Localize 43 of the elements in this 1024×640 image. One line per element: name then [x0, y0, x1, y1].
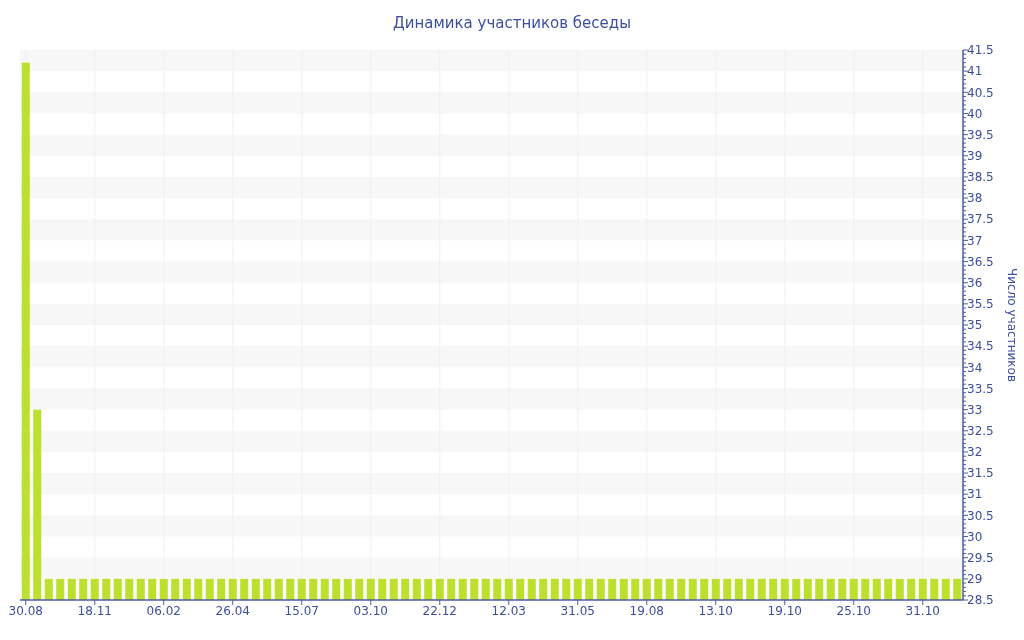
x-tick-label: 12.03	[491, 604, 526, 618]
y-tick-label: 29.5	[967, 550, 994, 565]
y-tick-label: 33.5	[967, 381, 994, 396]
y-tick-label: 37.5	[967, 212, 994, 227]
y-tick-label: 35	[967, 318, 983, 333]
y-tick-label: 36	[967, 275, 983, 290]
y-tick-label: 37	[967, 233, 983, 248]
y-tick-label: 31.5	[967, 466, 994, 481]
y-tick-label: 35.5	[967, 297, 994, 312]
x-tick-label: 22.12	[422, 604, 457, 618]
x-tick-label: 31.05	[560, 604, 595, 618]
y-tick-label: 36.5	[967, 254, 994, 269]
y-tick-label: 34.5	[967, 339, 994, 354]
y-tick-label: 32	[967, 445, 983, 460]
x-tick-label: 15.07	[284, 604, 319, 618]
x-tick-label: 06.02	[146, 604, 181, 618]
y-tick-label: 40.5	[967, 85, 994, 100]
x-tick-label: 03.10	[353, 604, 388, 618]
x-tick-label: 13.10	[698, 604, 733, 618]
y-tick-label: 38	[967, 191, 983, 206]
y-tick-label: 34	[967, 360, 983, 375]
y-tick-label: 39.5	[967, 127, 994, 142]
x-tick-label: 19.08	[629, 604, 664, 618]
y-tick-label: 30.5	[967, 508, 994, 523]
x-tick-label: 30.08	[8, 604, 43, 618]
y-tick-label: 29	[967, 572, 983, 587]
x-tick-label: 25.10	[836, 604, 871, 618]
y-tick-label: 40	[967, 106, 983, 121]
y-tick-label: 38.5	[967, 170, 994, 185]
y-tick-label: 30	[967, 529, 983, 544]
y-tick-label: 32.5	[967, 423, 994, 438]
y-axis-title: Число участников	[1005, 268, 1019, 382]
y-tick-label: 41.5	[967, 43, 994, 58]
y-tick-label: 39	[967, 148, 983, 163]
y-tick-label: 33	[967, 402, 983, 417]
x-tick-label: 18.11	[77, 604, 112, 618]
x-tick-label: 19.10	[767, 604, 802, 618]
x-tick-label: 31.10	[905, 604, 940, 618]
y-tick-label: 28.5	[967, 593, 994, 608]
x-tick-label: 26.04	[215, 604, 250, 618]
y-tick-label: 31	[967, 487, 983, 502]
chart-title: Динамика участников беседы	[392, 14, 632, 32]
y-tick-label: 41	[967, 64, 983, 79]
